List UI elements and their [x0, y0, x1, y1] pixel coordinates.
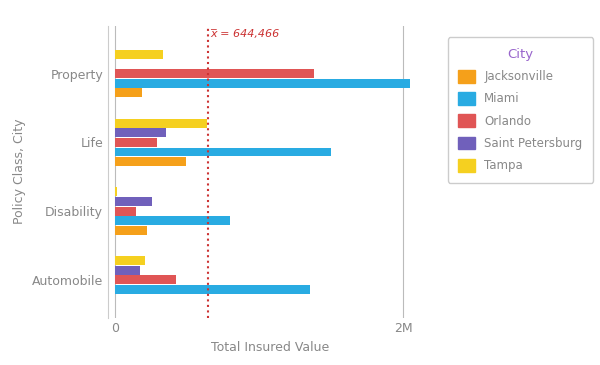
Legend: Jacksonville, Miami, Orlando, Saint Petersburg, Tampa: Jacksonville, Miami, Orlando, Saint Pete… — [448, 37, 593, 183]
Bar — [115, 226, 147, 235]
Bar — [115, 197, 152, 206]
Bar — [115, 69, 314, 78]
Bar — [115, 119, 208, 128]
Bar — [115, 50, 163, 59]
Bar — [115, 285, 310, 294]
Bar — [115, 256, 145, 265]
Bar — [115, 138, 157, 147]
Text: x̅ = 644,466: x̅ = 644,466 — [210, 29, 280, 39]
Bar — [115, 207, 136, 215]
Bar — [115, 266, 140, 274]
Bar — [115, 128, 166, 137]
X-axis label: Total Insured Value: Total Insured Value — [211, 341, 329, 354]
Bar — [115, 79, 410, 88]
Y-axis label: Policy Class, City: Policy Class, City — [13, 119, 26, 224]
Bar — [115, 157, 186, 166]
Bar — [115, 216, 230, 225]
Bar — [115, 275, 176, 284]
Bar — [115, 147, 331, 157]
Bar — [115, 88, 142, 97]
Bar — [115, 187, 118, 196]
